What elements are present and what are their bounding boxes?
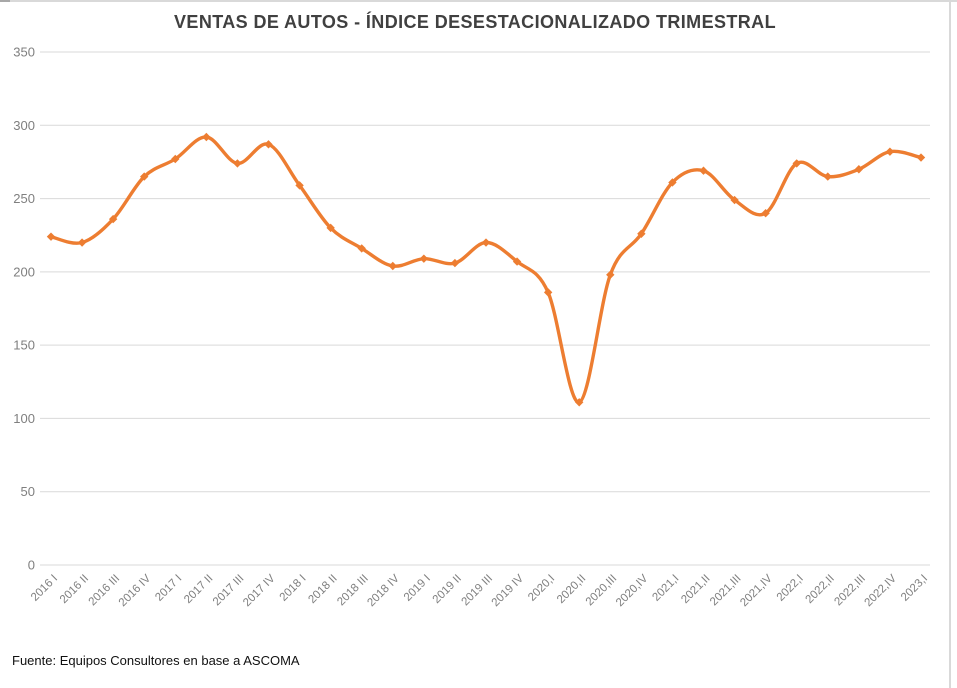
chart-title: VENTAS DE AUTOS - ÍNDICE DESESTACIONALIZ… — [174, 12, 776, 32]
data-point-marker — [916, 153, 926, 162]
data-point-marker — [419, 254, 429, 263]
x-axis-tick-label: 2017 I — [153, 573, 184, 604]
y-axis-tick-label: 50 — [21, 484, 35, 499]
data-point-marker — [140, 172, 149, 181]
data-point-marker — [792, 159, 801, 168]
data-point-marker — [202, 132, 211, 142]
y-axis-tick-label: 300 — [13, 118, 35, 133]
x-axis-tick-label: 2018 IV — [365, 572, 402, 609]
data-point-marker — [108, 214, 118, 224]
data-point-marker — [357, 244, 366, 253]
data-point-marker — [606, 270, 615, 279]
data-point-marker — [264, 140, 273, 149]
x-axis-tick-label: 2022,II — [804, 573, 837, 606]
data-point-marker — [295, 181, 304, 190]
x-axis-tick-label: 2018 I — [278, 573, 309, 604]
chart-top-border — [0, 0, 957, 2]
data-point-marker — [326, 223, 335, 233]
x-axis-tick-label: 2019 IV — [490, 572, 527, 609]
x-axis-tick-label: 2021,III — [708, 573, 744, 609]
data-point-marker — [854, 165, 864, 174]
source-note: Fuente: Equipos Consultores en base a AS… — [12, 653, 300, 668]
x-axis-tick-label: 2018 III — [335, 573, 371, 609]
data-point-marker — [885, 147, 895, 156]
x-axis-tick-label: 2016 III — [87, 573, 123, 609]
data-point-marker — [823, 172, 832, 181]
x-axis-tick-label: 2021,I — [650, 573, 681, 604]
x-axis-tick-label: 2017 IV — [241, 572, 278, 609]
x-axis-tick-label: 2016 IV — [117, 572, 154, 609]
data-point-marker — [761, 209, 770, 218]
series-line — [49, 135, 923, 405]
data-point-marker — [637, 229, 646, 238]
data-point-marker — [481, 238, 491, 247]
x-axis-tick-label: 2022,I — [775, 573, 806, 604]
x-axis-tick-label: 2019 I — [402, 573, 433, 604]
y-axis-tick-label: 150 — [13, 338, 35, 353]
x-axis-tick-label: 2020,III — [584, 573, 620, 609]
x-axis-tick-label: 2017 III — [211, 573, 247, 609]
data-point-marker — [388, 261, 397, 271]
x-axis-tick-label: 2022,III — [832, 573, 868, 609]
data-point-marker — [543, 288, 553, 297]
y-axis-tick-label: 100 — [13, 411, 35, 426]
x-axis-tick-label: 2021,IV — [738, 572, 775, 609]
x-axis-tick-label: 2022,IV — [863, 572, 900, 609]
x-axis-tick-label: 2020,II — [555, 573, 588, 606]
x-axis-tick-label: 2016 I — [29, 573, 60, 604]
data-point-marker — [730, 195, 739, 205]
data-point-marker — [233, 159, 242, 168]
data-point-marker — [699, 166, 708, 175]
data-point-marker — [450, 258, 460, 268]
x-axis-tick-label: 2021,II — [679, 573, 712, 606]
chart-top-border-accent — [0, 0, 10, 2]
x-axis-tick-label: 2016 II — [58, 573, 91, 606]
data-point-marker — [77, 238, 87, 247]
data-point-marker — [668, 178, 677, 187]
x-axis-tick-label: 2019 III — [460, 573, 496, 609]
data-point-marker — [171, 154, 180, 164]
data-point-marker — [46, 232, 56, 241]
y-axis-tick-label: 200 — [13, 264, 35, 279]
x-axis-tick-label: 2018 II — [306, 573, 339, 606]
x-axis-tick-label: 2019 II — [431, 573, 464, 606]
x-axis-tick-label: 2020,IV — [614, 572, 651, 609]
data-point-marker — [575, 398, 584, 407]
x-axis-tick-label: 2017 II — [182, 573, 215, 606]
data-point-marker — [512, 257, 522, 266]
y-axis-tick-label: 250 — [13, 191, 35, 206]
y-axis-tick-label: 350 — [13, 45, 35, 60]
y-axis-tick-label: 0 — [28, 558, 35, 573]
x-axis-tick-label: 2023,I — [899, 573, 930, 604]
chart-right-border — [949, 0, 951, 688]
x-axis-tick-label: 2020,I — [526, 573, 557, 604]
